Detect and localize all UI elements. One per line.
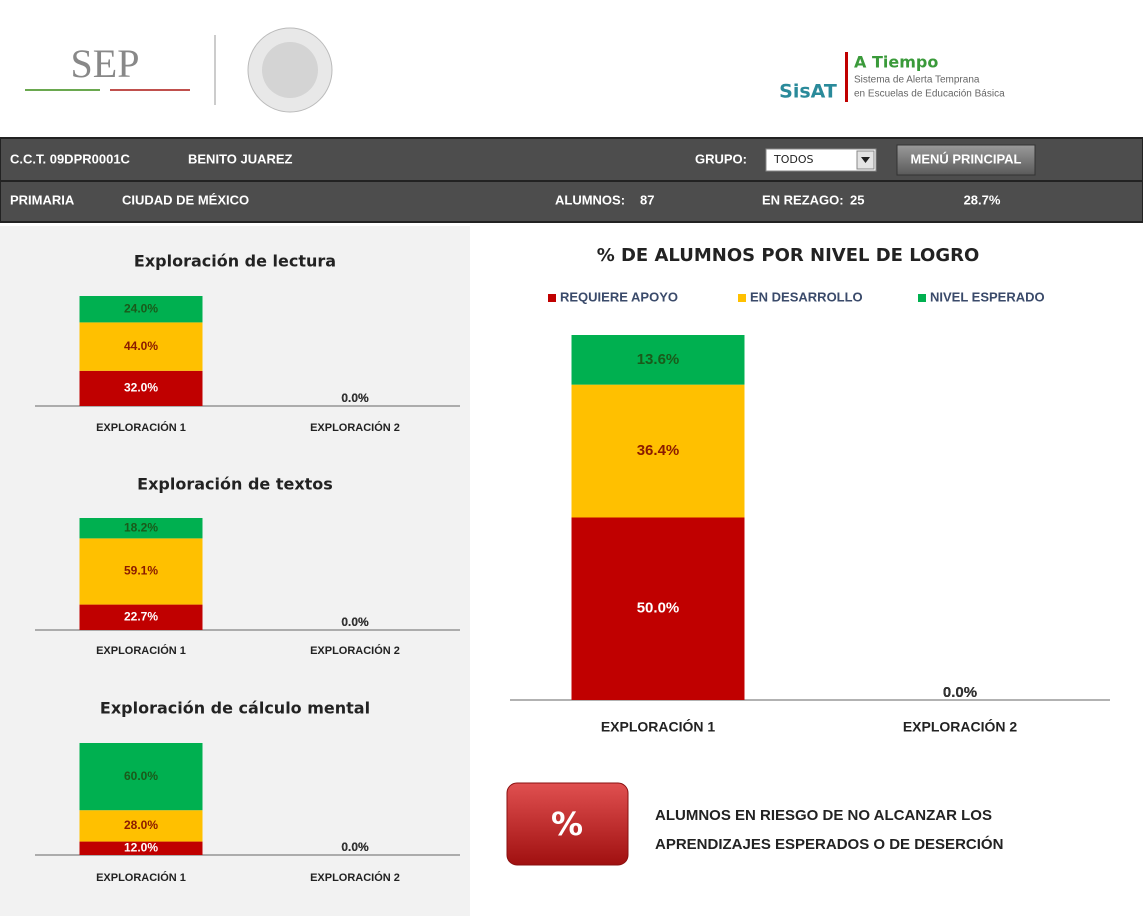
students: 87 [640,192,654,207]
value-label: 0.0% [341,840,369,854]
category-label: EXPLORACIÓN 2 [310,871,400,884]
chart-title: Exploración de lectura [134,252,336,271]
bar-segment [571,517,745,700]
select-arrow[interactable] [861,157,870,163]
logo-bar [845,52,848,102]
value-label: 0.0% [943,684,977,701]
bar-segment [79,322,203,371]
lag-percent: 28.7% [964,192,1001,207]
group-label: GRUPO: [695,151,747,166]
sisat-subtitle: en Escuelas de Educación Básica [854,89,1005,100]
level: PRIMARIA [10,192,75,207]
school: BENITO JUAREZ [188,151,293,166]
city: CIUDAD DE MÉXICO [122,192,249,207]
bar-segment [79,296,203,323]
value-label: 50.0% [637,600,680,617]
menu-button-label[interactable]: MENÚ PRINCIPAL [911,151,1022,166]
bar-segment [79,538,203,605]
category-label: EXPLORACIÓN 2 [310,421,400,434]
bar-segment [79,810,203,842]
legend-swatch [918,294,926,302]
risk-button-bg[interactable] [506,782,629,866]
value-label: 0.0% [341,615,369,629]
value-label: 0.0% [341,840,369,854]
value-label: 24.0% [124,301,158,315]
risk-button-label[interactable]: % [551,805,583,843]
legend-label: NIVEL ESPERADO [930,289,1045,304]
value-label: 44.0% [124,339,158,353]
sisat-subtitle: Sistema de Alerta Temprana [854,75,980,86]
risk-button[interactable]: % [506,782,629,866]
legend-label: EN DESARROLLO [750,289,863,304]
select-value[interactable]: TODOS [773,153,814,166]
students-label: ALUMNOS: [555,192,625,207]
bar-segment [571,384,745,518]
value-label: 0.0% [341,391,369,405]
lag: 25 [850,192,864,207]
select-box[interactable] [765,148,877,172]
chart-title: % DE ALUMNOS POR NIVEL DE LOGRO [597,245,980,266]
bar-segment [571,335,745,385]
value-label: 0.0% [341,391,369,405]
risk-text: ALUMNOS EN RIESGO DE NO ALCANZAR LOS [655,807,992,824]
left-panel [0,226,470,916]
sep-logo: SEP [71,41,140,86]
value-label: 59.1% [124,564,158,578]
lag-label: EN REZAGO: [762,192,844,207]
legend-label: REQUIERE APOYO [560,289,678,304]
category-label: EXPLORACIÓN 2 [310,644,400,657]
value-label: 12.0% [124,840,158,854]
value-label: 28.0% [124,818,158,832]
bar-segment [79,743,203,811]
bar-segment [79,518,203,539]
bar-segment [79,841,203,855]
cct: C.C.T. 09DPR0001C [10,151,131,166]
value-label: 0.0% [341,391,369,405]
seal-inner [262,42,318,98]
category-label: EXPLORACIÓN 2 [903,718,1018,735]
bar-segment [79,370,203,406]
category-label: EXPLORACIÓN 1 [96,421,186,434]
bar-segment [79,604,203,630]
value-label: 36.4% [637,442,680,459]
category-label: EXPLORACIÓN 1 [96,871,186,884]
value-label: 0.0% [341,615,369,629]
value-label: 22.7% [124,609,158,623]
group-select[interactable]: TODOS [765,148,877,172]
menu-button-bg[interactable] [896,144,1036,176]
value-label: 0.0% [341,615,369,629]
legend-swatch [548,294,556,302]
category-label: EXPLORACIÓN 1 [96,644,186,657]
legend-swatch [738,294,746,302]
value-label: 32.0% [124,381,158,395]
value-label: 0.0% [943,684,977,701]
risk-text: APRENDIZAJES ESPERADOS O DE DESERCIÓN [655,835,1003,853]
category-label: EXPLORACIÓN 1 [601,718,716,735]
value-label: 0.0% [341,840,369,854]
sisat-logo: SisAT [779,81,837,103]
sisat-title: A Tiempo [854,53,938,72]
chart-title: Exploración de cálculo mental [100,699,370,718]
menu-button[interactable]: MENÚ PRINCIPAL [896,144,1036,176]
value-label: 0.0% [943,684,977,701]
value-label: 13.6% [637,351,680,368]
value-label: 60.0% [124,769,158,783]
value-label: 18.2% [124,520,158,534]
chart-title: Exploración de textos [137,475,333,494]
